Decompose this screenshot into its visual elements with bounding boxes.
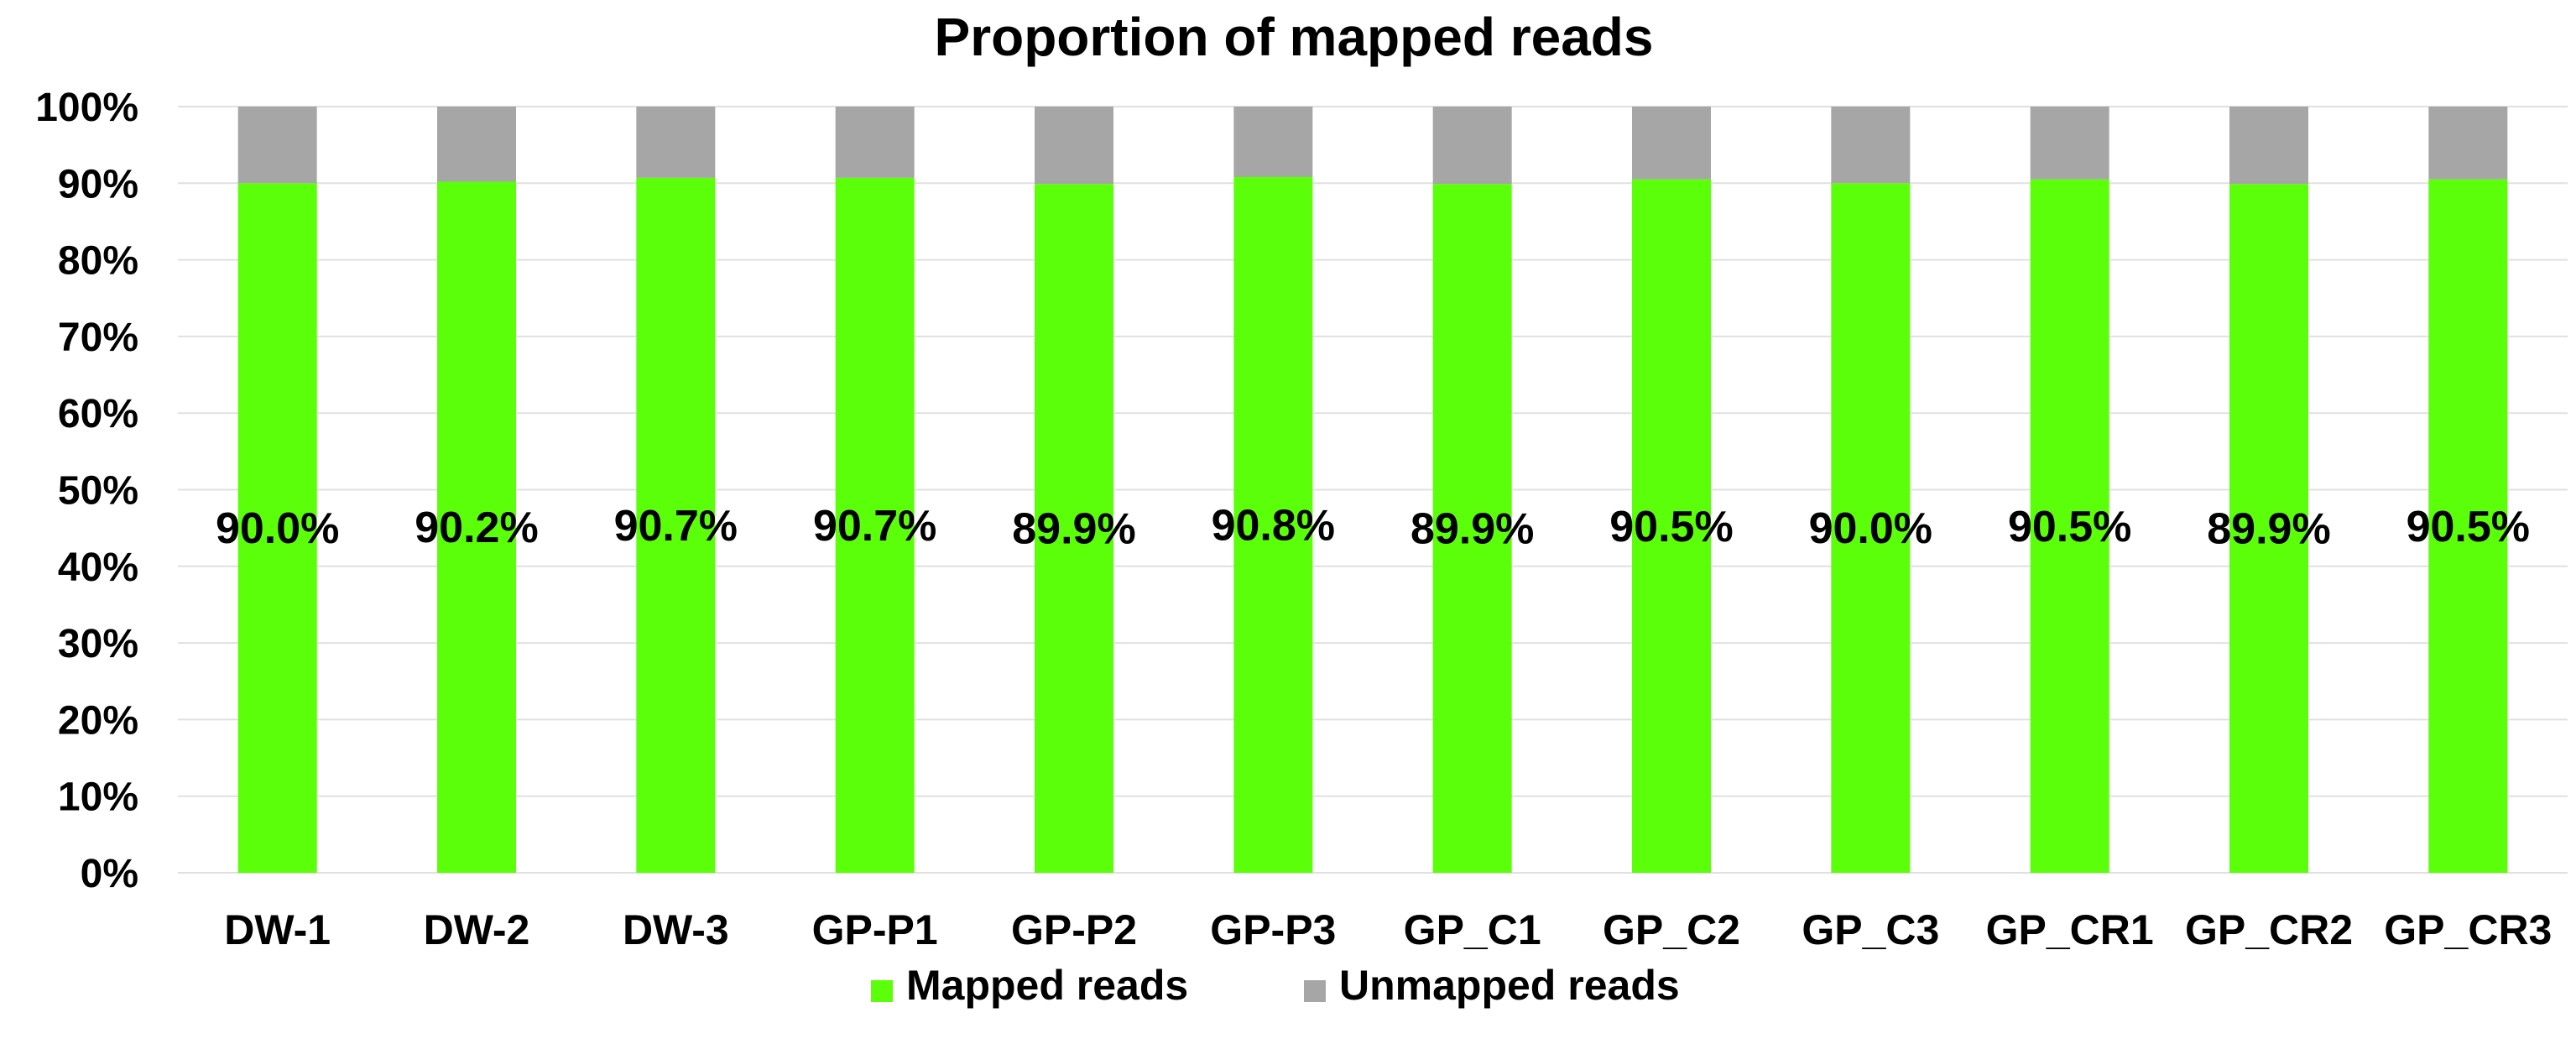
x-tick-label: GP_C2 [1603,906,1740,953]
y-tick-label: 50% [58,469,138,514]
unmapped-bar [1233,107,1313,177]
data-label: 90.0% [216,504,339,553]
data-label: 89.9% [1411,505,1534,554]
bars-layer [237,107,2508,874]
legend-swatch [1304,980,1326,1002]
unmapped-bar [1035,107,1113,185]
y-tick-label: 10% [58,775,138,820]
mapped-bar [1432,184,1512,873]
legend-label: Mapped reads [906,962,1188,1009]
data-label: 90.5% [1609,503,1733,551]
data-labels-layer: 90.0% 90.2% 90.7% 90.7% 89.9% 90.8% 89.9% 90.5%… [216,501,2530,553]
x-tick-label: GP_CR1 [1986,906,2154,953]
x-tick-label: GP_CR2 [2185,906,2353,953]
data-label: 89.9% [2207,505,2330,554]
y-tick-label: 20% [58,698,138,743]
unmapped-bar [835,107,915,178]
x-axis-categories: DW-1 DW-2 DW-3 GP-P1 GP-P2 GP-P3 GP_C1 GP_C2 GP_… [224,906,2552,953]
mapped-bar [1632,179,1711,874]
mapped-bar [2030,179,2109,874]
x-tick-label: GP_CR3 [2384,906,2552,953]
y-tick-label: 90% [58,162,138,206]
data-label: 90.7% [813,502,936,551]
x-tick-label: GP-P3 [1210,906,1336,953]
data-label: 90.8% [1212,501,1335,550]
mapped-bar [835,177,915,873]
data-label: 90.5% [2008,503,2131,551]
unmapped-bar [237,107,317,184]
mapped-bar [1035,184,1113,873]
unmapped-bar [2030,107,2109,180]
y-tick-label: 40% [58,545,138,590]
mapped-bar [636,177,716,873]
data-label: 90.7% [614,502,738,551]
x-tick-label: DW-1 [224,906,331,953]
data-label: 90.5% [2407,503,2530,551]
unmapped-bar [1831,107,1911,184]
data-label: 90.0% [1809,504,1932,553]
mapped-bar [2229,184,2308,873]
mapped-bar [437,181,516,873]
data-label: 90.2% [415,504,538,552]
unmapped-bar [636,107,716,178]
x-tick-label: GP_C1 [1404,906,1541,953]
legend: Mapped reads Unmapped reads [871,962,1680,1009]
legend-swatch [871,980,893,1002]
y-tick-label: 70% [58,316,138,360]
data-label: 89.9% [1012,505,1135,554]
y-tick-label: 0% [81,852,138,896]
x-tick-label: DW-2 [424,906,530,953]
mapped-bar [237,183,317,874]
y-axis-ticks: 0% 10% 20% 30% 40% 50% 60% 70% 80% 90% 100% [35,86,138,896]
unmapped-bar [1432,107,1512,185]
mapped-bar [2428,179,2508,874]
x-tick-label: DW-3 [623,906,729,953]
unmapped-bar [1632,107,1711,180]
mapped-bar [1831,183,1911,874]
legend-label: Unmapped reads [1339,962,1680,1009]
unmapped-bar [2428,107,2508,180]
x-tick-label: GP-P2 [1011,906,1137,953]
unmapped-bar [437,107,516,182]
y-tick-label: 80% [58,239,138,284]
y-tick-label: 100% [35,86,138,130]
unmapped-bar [2229,107,2308,185]
y-tick-label: 30% [58,622,138,666]
y-tick-label: 60% [58,392,138,436]
x-tick-label: GP_C3 [1802,906,1939,953]
grid-layer [178,106,2568,874]
mapped-bar [1233,176,1313,874]
x-tick-label: GP-P1 [812,906,938,953]
chart-title: Proportion of mapped reads [935,7,1654,67]
